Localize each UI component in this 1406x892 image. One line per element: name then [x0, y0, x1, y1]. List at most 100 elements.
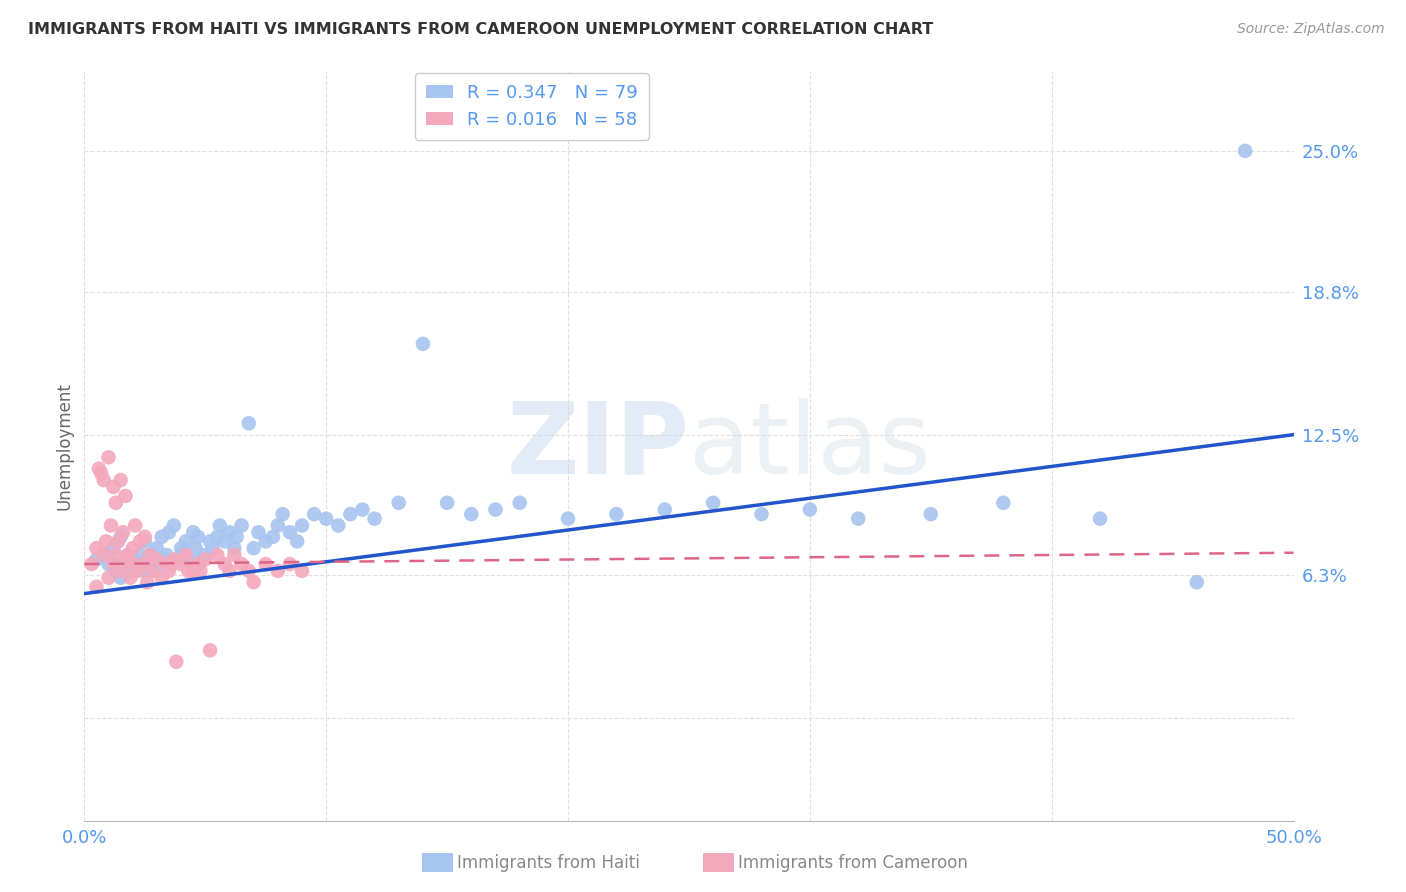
Point — [231, 557, 253, 571]
Point — [224, 541, 246, 556]
Point — [254, 534, 277, 549]
Text: ZIP: ZIP — [506, 398, 689, 494]
Point — [86, 541, 108, 556]
Point — [129, 548, 152, 562]
Point — [238, 417, 260, 431]
Point — [120, 564, 142, 578]
Point — [146, 552, 169, 566]
Point — [163, 552, 186, 566]
Point — [150, 530, 173, 544]
Point — [157, 564, 180, 578]
Point — [121, 541, 143, 556]
Point — [124, 518, 146, 533]
Point — [100, 518, 122, 533]
Point — [702, 496, 724, 510]
Point — [134, 564, 156, 578]
Point — [97, 450, 120, 465]
Point — [177, 552, 200, 566]
Point — [181, 525, 204, 540]
Point — [138, 548, 160, 562]
Point — [110, 564, 132, 578]
Point — [104, 548, 127, 562]
Point — [242, 541, 264, 556]
Point — [107, 534, 129, 549]
Point — [181, 564, 204, 578]
Text: Immigrants from Haiti: Immigrants from Haiti — [457, 854, 640, 871]
Point — [134, 530, 156, 544]
Point — [170, 548, 193, 562]
Point — [388, 496, 411, 510]
Point — [190, 552, 212, 566]
Point — [80, 557, 103, 571]
Point — [285, 534, 308, 549]
Point — [104, 496, 127, 510]
Point — [247, 525, 270, 540]
Point — [114, 489, 136, 503]
Point — [654, 502, 676, 516]
Point — [484, 502, 506, 516]
Y-axis label: Unemployment: Unemployment — [55, 382, 73, 510]
Point — [1185, 575, 1208, 590]
Point — [163, 518, 186, 533]
Point — [138, 548, 160, 562]
Point — [127, 557, 149, 571]
Point — [187, 530, 209, 544]
Point — [225, 530, 247, 544]
Point — [799, 502, 821, 516]
Point — [103, 480, 125, 494]
Point — [993, 496, 1015, 510]
Point — [134, 534, 156, 549]
Point — [114, 552, 136, 566]
Point — [121, 552, 143, 566]
Point — [190, 564, 212, 578]
Point — [94, 534, 117, 549]
Point — [104, 564, 127, 578]
Point — [201, 541, 224, 556]
Point — [93, 548, 115, 562]
Point — [160, 557, 183, 571]
Point — [136, 575, 159, 590]
Point — [352, 502, 374, 516]
Point — [165, 552, 187, 566]
Point — [224, 548, 246, 562]
Point — [194, 548, 217, 562]
Point — [1088, 511, 1111, 525]
Point — [254, 557, 277, 571]
Point — [605, 507, 627, 521]
Legend: R = 0.347   N = 79, R = 0.016   N = 58: R = 0.347 N = 79, R = 0.016 N = 58 — [415, 73, 648, 139]
Point — [170, 557, 193, 571]
Point — [129, 534, 152, 549]
Point — [117, 548, 139, 562]
Point — [198, 643, 221, 657]
Text: IMMIGRANTS FROM HAITI VS IMMIGRANTS FROM CAMEROON UNEMPLOYMENT CORRELATION CHART: IMMIGRANTS FROM HAITI VS IMMIGRANTS FROM… — [28, 22, 934, 37]
Point — [121, 557, 143, 571]
Point — [208, 518, 231, 533]
Point — [267, 564, 290, 578]
Point — [141, 557, 163, 571]
Point — [920, 507, 942, 521]
Point — [231, 518, 253, 533]
Point — [194, 552, 217, 566]
Point — [271, 507, 294, 521]
Point — [110, 530, 132, 544]
Point — [238, 564, 260, 578]
Point — [291, 518, 314, 533]
Point — [509, 496, 531, 510]
Point — [214, 534, 236, 549]
Point — [141, 564, 163, 578]
Point — [165, 655, 187, 669]
Point — [218, 525, 240, 540]
Point — [155, 557, 177, 571]
Point — [93, 548, 115, 562]
Point — [110, 473, 132, 487]
Point — [97, 571, 120, 585]
Point — [214, 557, 236, 571]
Point — [136, 552, 159, 566]
Point — [120, 571, 142, 585]
Point — [87, 461, 110, 475]
Point — [242, 575, 264, 590]
Point — [117, 548, 139, 562]
Point — [117, 552, 139, 566]
Point — [112, 525, 135, 540]
Point — [157, 525, 180, 540]
